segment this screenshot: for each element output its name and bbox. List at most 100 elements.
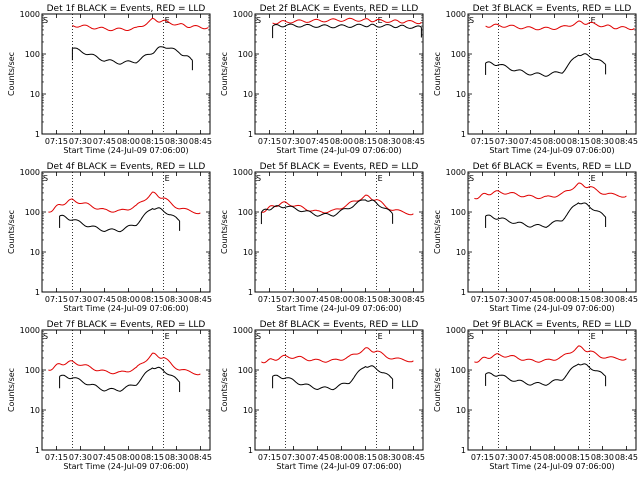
panel-det-5: Det 5f BLACK = Events, RED = LLD 1 10 100 10… — [220, 162, 425, 313]
y-tick-label: 1000 — [446, 10, 466, 19]
y-tick-label: 1 — [461, 446, 466, 455]
x-axis-label: Start Time (24-Jul-09 07:06:00) — [489, 304, 614, 313]
x-axis-label: Start Time (24-Jul-09 07:06:00) — [489, 146, 614, 155]
x-tick-label: 07:15 — [45, 295, 68, 304]
x-tick-label: 08:15 — [354, 295, 377, 304]
x-tick-label: 08:00 — [330, 137, 353, 146]
x-tick-label: 07:45 — [519, 295, 542, 304]
y-tick-label: 10 — [456, 248, 466, 257]
x-tick-label: 08:45 — [189, 295, 212, 304]
y-axis-label: Counts/sec — [433, 210, 442, 254]
x-tick-label: 07:45 — [93, 453, 116, 462]
x-tick-label: 07:30 — [69, 453, 92, 462]
y-tick-label: 1 — [461, 288, 466, 297]
series-lld-line — [261, 194, 414, 216]
x-tick-label: 07:30 — [495, 295, 518, 304]
y-tick-label: 1 — [35, 288, 40, 297]
x-tick-label: 08:15 — [141, 137, 164, 146]
y-axis-label: Counts/sec — [7, 210, 16, 254]
x-tick-label: 08:45 — [189, 453, 212, 462]
panel-title: Det 7f BLACK = Events, RED = LLD — [47, 320, 206, 330]
panel-det-8: Det 8f BLACK = Events, RED = LLD 1 10 100 10… — [220, 320, 425, 471]
x-tick-label: 08:45 — [615, 137, 638, 146]
series-events-line — [485, 53, 606, 77]
x-tick-label: 08:15 — [141, 295, 164, 304]
plot-frame — [41, 329, 211, 451]
marker-label-end: E — [378, 332, 383, 341]
y-tick-label: 100 — [238, 366, 253, 375]
x-tick-label: 08:00 — [330, 453, 353, 462]
y-tick-label: 1000 — [446, 326, 466, 335]
x-tick-label: 07:15 — [45, 137, 68, 146]
y-tick-label: 10 — [30, 90, 40, 99]
x-tick-label: 08:15 — [567, 295, 590, 304]
series-events-line — [485, 202, 606, 228]
plot-frame — [254, 329, 424, 451]
y-tick-label: 100 — [451, 50, 466, 59]
x-tick-label: 07:45 — [306, 295, 329, 304]
plot-frame — [254, 171, 424, 293]
x-tick-label: 07:30 — [282, 295, 305, 304]
panel-title: Det 1f BLACK = Events, RED = LLD — [47, 4, 206, 14]
series-events-line — [261, 199, 394, 217]
y-tick-label: 100 — [451, 208, 466, 217]
y-axis-label: Counts/sec — [220, 368, 229, 412]
y-tick-label: 1 — [461, 130, 466, 139]
y-tick-label: 1 — [248, 446, 253, 455]
marker-label-start: S — [43, 174, 48, 183]
panel-title: Det 9f BLACK = Events, RED = LLD — [473, 320, 632, 330]
y-tick-label: 1000 — [233, 10, 253, 19]
panel-det-3: Det 3f BLACK = Events, RED = LLD 1 10 100 10… — [433, 4, 638, 155]
panel-det-4: Det 4f BLACK = Events, RED = LLD 1 10 100 10… — [7, 162, 212, 313]
marker-label-end: E — [591, 174, 596, 183]
y-tick-label: 1000 — [20, 326, 40, 335]
panel-title: Det 6f BLACK = Events, RED = LLD — [473, 162, 632, 172]
x-tick-label: 07:45 — [519, 137, 542, 146]
x-tick-label: 08:00 — [543, 453, 566, 462]
x-tick-label: 07:45 — [93, 137, 116, 146]
x-tick-label: 07:30 — [69, 295, 92, 304]
series-lld-line — [48, 191, 201, 215]
marker-label-end: E — [378, 174, 383, 183]
x-tick-label: 07:15 — [258, 453, 281, 462]
x-tick-label: 07:30 — [495, 453, 518, 462]
y-tick-label: 10 — [30, 406, 40, 415]
x-tick-label: 08:30 — [165, 295, 188, 304]
series-lld-line — [72, 17, 209, 32]
plot-frame — [41, 171, 211, 293]
series-lld-line — [474, 182, 627, 200]
series-lld-line — [272, 17, 422, 25]
panel-det-9: Det 9f BLACK = Events, RED = LLD 1 10 100 10… — [433, 320, 638, 471]
series-events-line — [272, 365, 393, 391]
x-tick-label: 08:30 — [378, 137, 401, 146]
marker-label-start: S — [256, 332, 261, 341]
x-tick-label: 08:30 — [591, 295, 614, 304]
y-tick-label: 100 — [451, 366, 466, 375]
x-axis-label: Start Time (24-Jul-09 07:06:00) — [276, 304, 401, 313]
y-axis-label: Counts/sec — [220, 52, 229, 96]
y-axis-label: Counts/sec — [7, 52, 16, 96]
x-tick-label: 08:15 — [141, 453, 164, 462]
y-tick-label: 100 — [25, 366, 40, 375]
series-lld-line — [261, 347, 414, 364]
y-tick-label: 1000 — [20, 168, 40, 177]
marker-label-start: S — [256, 174, 261, 183]
x-tick-label: 08:45 — [615, 295, 638, 304]
y-axis-label: Counts/sec — [433, 52, 442, 96]
x-tick-label: 08:45 — [189, 137, 212, 146]
x-tick-label: 08:30 — [591, 137, 614, 146]
x-tick-label: 08:00 — [117, 137, 140, 146]
series-events-line — [485, 363, 606, 386]
plot-frame — [41, 13, 211, 135]
x-tick-label: 08:00 — [330, 295, 353, 304]
series-events-line — [59, 207, 180, 233]
x-tick-label: 08:00 — [117, 295, 140, 304]
series-events-line — [59, 366, 180, 392]
x-axis-label: Start Time (24-Jul-09 07:06:00) — [276, 462, 401, 471]
panel-det-6: Det 6f BLACK = Events, RED = LLD 1 10 100 10… — [433, 162, 638, 313]
y-tick-label: 100 — [238, 50, 253, 59]
y-tick-label: 1 — [248, 130, 253, 139]
x-tick-label: 08:15 — [354, 453, 377, 462]
x-tick-label: 08:45 — [402, 295, 425, 304]
